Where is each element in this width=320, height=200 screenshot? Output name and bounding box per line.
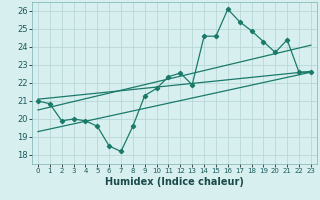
- X-axis label: Humidex (Indice chaleur): Humidex (Indice chaleur): [105, 177, 244, 187]
